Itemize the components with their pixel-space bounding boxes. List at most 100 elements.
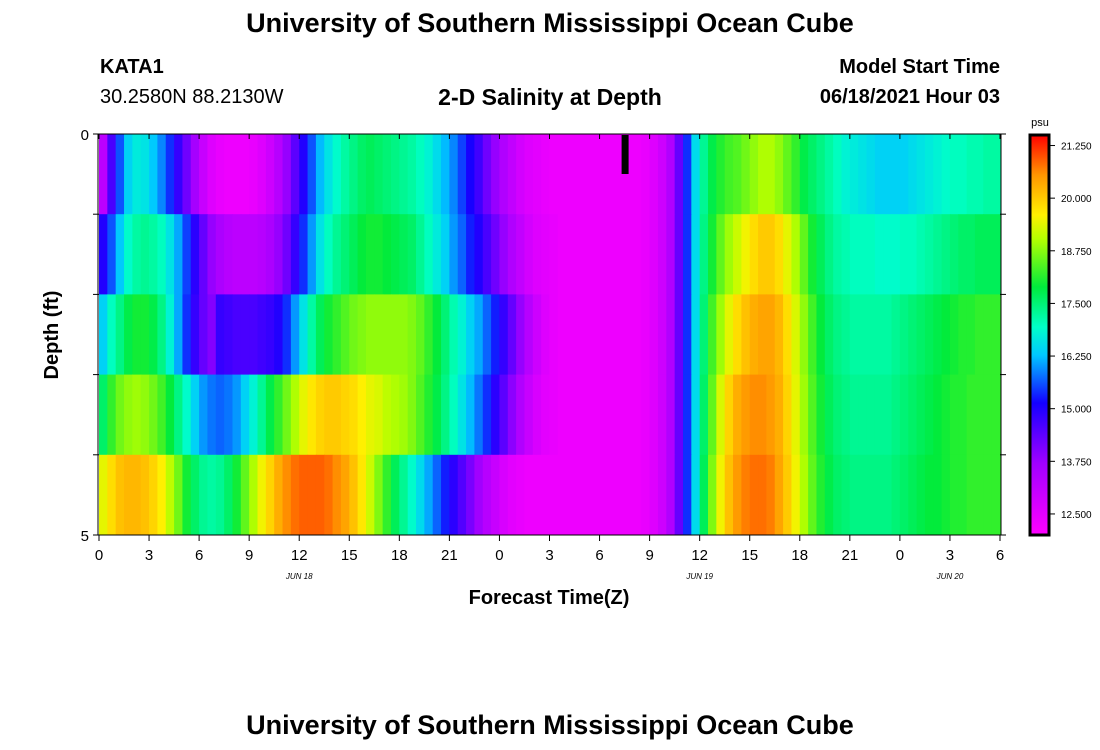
heatmap-cell xyxy=(149,374,158,456)
x-tick-label: 18 xyxy=(391,547,408,564)
heatmap-cell xyxy=(282,374,292,456)
heatmap-cell xyxy=(466,134,476,215)
heatmap-cell xyxy=(424,134,434,215)
heatmap-cell xyxy=(791,294,801,375)
heatmap-cell xyxy=(457,374,467,456)
heatmap-cell xyxy=(257,294,267,375)
heatmap-cell xyxy=(724,454,734,536)
heatmap-cell xyxy=(157,454,167,536)
heatmap-cell xyxy=(107,134,117,215)
heatmap-cell xyxy=(724,214,734,295)
heatmap-cell xyxy=(499,294,509,375)
heatmap-cell xyxy=(549,214,559,295)
heatmap-cell xyxy=(491,454,501,536)
heatmap-cell xyxy=(791,374,801,456)
heatmap-cell xyxy=(532,374,542,456)
heatmap-cell xyxy=(674,454,684,536)
heatmap-cell xyxy=(666,294,676,375)
heatmap-cell xyxy=(374,294,384,375)
heatmap-cell xyxy=(365,294,375,375)
heatmap-cell xyxy=(441,374,450,456)
heatmap-cell xyxy=(190,134,200,215)
heatmap-cell xyxy=(282,294,292,375)
heatmap-cell xyxy=(407,374,417,456)
heatmap-cell xyxy=(240,374,250,456)
heatmap-cell xyxy=(716,134,726,215)
heatmap-cell xyxy=(933,374,943,456)
heatmap-cell xyxy=(482,374,492,456)
heatmap-cell xyxy=(557,214,567,295)
heatmap-cell xyxy=(574,294,584,375)
heatmap-cell xyxy=(607,294,617,375)
heatmap-cell xyxy=(441,294,450,375)
heatmap-cell xyxy=(874,374,884,456)
heatmap-cell xyxy=(599,134,609,215)
heatmap-cell xyxy=(315,294,325,375)
heatmap-cell xyxy=(749,134,759,215)
heatmap-cell xyxy=(808,374,818,456)
heatmap-cell xyxy=(207,454,217,536)
heatmap-cell xyxy=(866,294,876,375)
y-axis: 05 xyxy=(81,127,1006,545)
heatmap-cell xyxy=(958,294,968,375)
heatmap-cell xyxy=(399,374,409,456)
heatmap-cell xyxy=(174,134,184,215)
heatmap-cell xyxy=(624,454,634,536)
heatmap-cell xyxy=(507,294,517,375)
heatmap-cell xyxy=(933,454,943,536)
colorbar-tick-label: 12.500 xyxy=(1061,510,1092,521)
heatmap-cell xyxy=(766,374,776,456)
heatmap-cell xyxy=(566,374,576,456)
heatmap-cell xyxy=(824,374,834,456)
heatmap-cell xyxy=(357,294,367,375)
heatmap-cell xyxy=(908,454,918,536)
heatmap-cell xyxy=(340,374,350,456)
heatmap-cell xyxy=(390,374,400,456)
station-coordinates: 30.2580N 88.2130W xyxy=(100,86,284,108)
heatmap-cell xyxy=(733,214,742,295)
heatmap-cell xyxy=(132,134,142,215)
heatmap-cell xyxy=(324,374,334,456)
heatmap-cell xyxy=(491,134,501,215)
heatmap-cell xyxy=(149,134,158,215)
heatmap-cell xyxy=(549,134,559,215)
heatmap-cell xyxy=(616,294,626,375)
heatmap-cell xyxy=(107,214,117,295)
heatmap-cell xyxy=(816,134,826,215)
heatmap-cell xyxy=(841,374,851,456)
heatmap-cell xyxy=(157,374,167,456)
heatmap-cell xyxy=(591,374,601,456)
heatmap-cell xyxy=(824,214,834,295)
heatmap-cell xyxy=(891,374,901,456)
heatmap-cell xyxy=(382,214,392,295)
heatmap-cell xyxy=(908,294,918,375)
heatmap-cell xyxy=(699,374,709,456)
colorbar-tick-label: 16.250 xyxy=(1061,352,1092,363)
heatmap-cell xyxy=(390,134,400,215)
heatmap-cell xyxy=(657,214,667,295)
heatmap-cell xyxy=(758,374,767,456)
heatmap-cell xyxy=(349,214,359,295)
heatmap-cell xyxy=(190,374,200,456)
heatmap-cell xyxy=(924,134,934,215)
heatmap-cell xyxy=(299,294,309,375)
heatmap-cell xyxy=(924,454,934,536)
colorbar-tick-label: 18.750 xyxy=(1061,247,1092,258)
x-tick-label: 6 xyxy=(595,547,603,564)
heatmap-cell xyxy=(516,134,526,215)
heatmap-cell xyxy=(349,134,359,215)
heatmap-cell xyxy=(357,134,367,215)
heatmap-cell xyxy=(958,134,968,215)
heatmap-cell xyxy=(991,294,1001,375)
heatmap-cell xyxy=(541,454,551,536)
heatmap-cell xyxy=(799,294,809,375)
colorbar-tick-label: 17.500 xyxy=(1061,299,1092,310)
heatmap-cell xyxy=(265,214,275,295)
heatmap-cell xyxy=(941,134,951,215)
heatmap-cell xyxy=(908,134,918,215)
heatmap-cell xyxy=(741,294,751,375)
heatmap-cell xyxy=(482,294,492,375)
heatmap-cell xyxy=(532,134,542,215)
heatmap-cell xyxy=(599,294,609,375)
heatmap-cell xyxy=(107,454,117,536)
